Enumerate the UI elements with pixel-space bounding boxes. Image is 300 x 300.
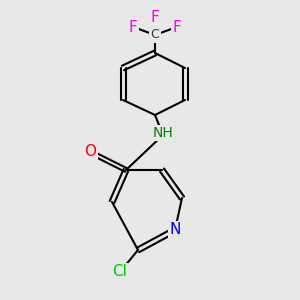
Text: F: F: [151, 11, 159, 26]
Text: N: N: [169, 223, 181, 238]
Text: Cl: Cl: [112, 265, 128, 280]
Text: F: F: [172, 20, 182, 35]
Text: NH: NH: [153, 126, 173, 140]
Text: C: C: [151, 28, 159, 41]
Text: O: O: [84, 145, 96, 160]
Text: F: F: [129, 20, 137, 35]
